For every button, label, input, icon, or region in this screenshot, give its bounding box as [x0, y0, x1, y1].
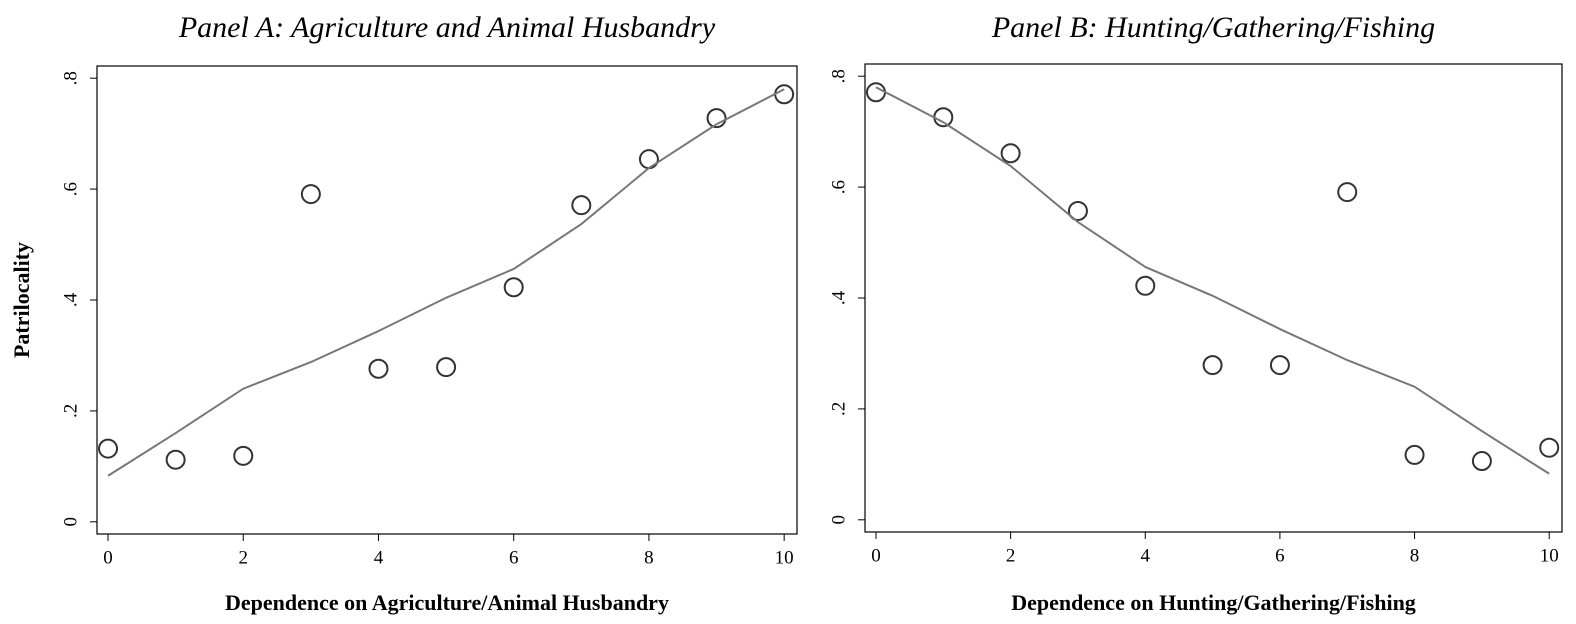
x-tick-label: 2 — [1006, 545, 1016, 566]
y-tick-label: .2 — [828, 402, 849, 416]
x-tick-label: 4 — [1141, 545, 1151, 566]
x-tick-label: 6 — [1275, 545, 1285, 566]
point — [98, 438, 119, 459]
plot-frame — [864, 63, 1563, 533]
y-tick-label: 0 — [60, 517, 81, 527]
point — [1404, 444, 1425, 465]
x-tick-label: 6 — [509, 547, 519, 568]
y-axis-label: Patrilocality — [9, 242, 34, 358]
x-tick-label: 4 — [374, 547, 384, 568]
x-tick-label: 2 — [238, 547, 248, 568]
x-tick-label: 0 — [871, 545, 881, 566]
x-tick-label: 8 — [1410, 545, 1420, 566]
y-tick-label: 0 — [828, 515, 849, 525]
point — [165, 449, 186, 470]
point — [368, 358, 389, 379]
x-axis-label: Dependence on Hunting/Gathering/Fishing — [1011, 590, 1416, 615]
y-tick-label: .4 — [828, 290, 849, 305]
point — [233, 445, 254, 466]
point — [1269, 355, 1290, 376]
panel-title: Panel B: Hunting/Gathering/Fishing — [991, 11, 1435, 44]
point — [1135, 275, 1156, 296]
point — [1202, 355, 1223, 376]
point — [503, 277, 524, 298]
y-tick-label: .8 — [828, 69, 849, 83]
x-tick-label: 8 — [644, 547, 654, 568]
fit-line — [107, 88, 785, 477]
point — [1539, 437, 1560, 458]
y-tick-label: .6 — [60, 182, 81, 196]
point — [1337, 182, 1358, 203]
point — [865, 82, 886, 103]
point — [571, 195, 592, 216]
point — [933, 107, 954, 128]
y-tick-label: .4 — [60, 292, 81, 307]
plot-frame — [96, 65, 798, 535]
x-axis-label: Dependence on Agriculture/Animal Husband… — [225, 590, 669, 615]
x-tick-label: 10 — [1540, 545, 1559, 566]
y-tick-label: .8 — [60, 71, 81, 85]
x-tick-label: 0 — [103, 547, 113, 568]
point — [300, 184, 321, 205]
x-tick-label: 10 — [775, 547, 794, 568]
point — [706, 108, 727, 129]
y-tick-label: .2 — [60, 404, 81, 418]
fit-line — [875, 86, 1550, 475]
point — [638, 149, 659, 170]
panel-title: Panel A: Agriculture and Animal Husbandr… — [178, 11, 716, 44]
point — [436, 357, 457, 378]
point — [1471, 451, 1492, 472]
point — [1067, 200, 1088, 221]
point — [774, 84, 795, 105]
y-tick-label: .6 — [828, 180, 849, 194]
point — [1000, 143, 1021, 164]
